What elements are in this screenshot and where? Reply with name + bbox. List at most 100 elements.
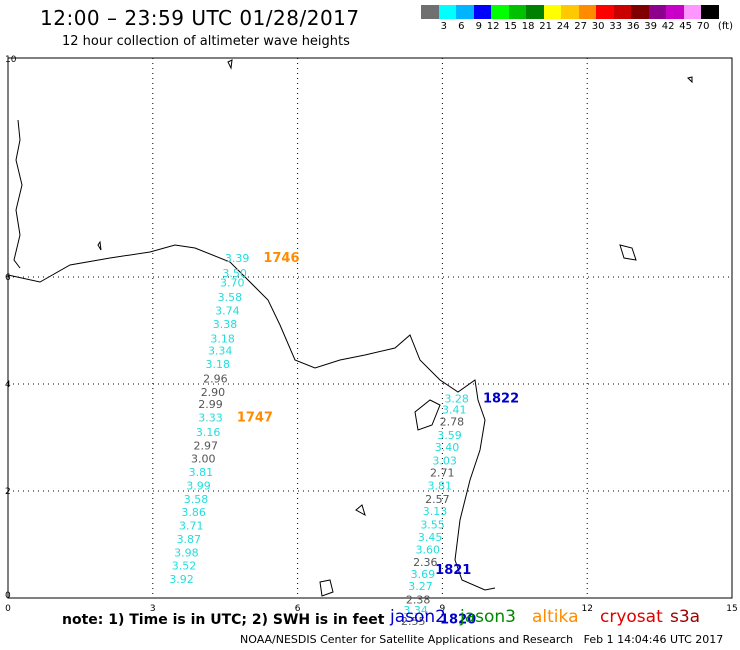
wave-height-value: 3.58 [218, 291, 243, 304]
island-6 [97, 240, 102, 251]
wave-height-value: 3.28 [444, 393, 469, 406]
island-5 [687, 76, 693, 84]
wave-height-value: 3.50 [222, 267, 247, 280]
wave-height-value: 3.27 [408, 580, 433, 593]
x-tick-label: 15 [726, 604, 737, 614]
scale-swatch [683, 5, 701, 19]
wave-height-value: 3.81 [189, 466, 214, 479]
pass-time-label: 1820 [440, 613, 476, 628]
scale-label: 6 [458, 21, 465, 32]
x-tick-label: 0 [5, 604, 11, 614]
wave-height-value: 3.98 [174, 546, 199, 559]
wave-height-value: 2.57 [425, 493, 450, 506]
scale-label: 42 [661, 21, 675, 32]
wave-height-value: 3.00 [191, 453, 216, 466]
wave-height-value: 3.41 [442, 403, 467, 416]
wave-height-value: 3.45 [418, 531, 443, 544]
scale-label: 33 [609, 21, 622, 32]
scale-swatch [613, 5, 631, 19]
y-tick-label: 10 [5, 55, 17, 65]
scale-swatch [543, 5, 561, 19]
island-1 [319, 579, 334, 597]
wave-height-value: 2.36 [413, 556, 438, 569]
map-grid [7, 57, 733, 599]
x-tick-label: 3 [150, 604, 156, 614]
island-2 [619, 244, 637, 261]
credit-text: NOAA/NESDIS Center for Satellite Applica… [240, 633, 574, 646]
y-tick-label: 6 [5, 273, 11, 283]
island-3 [355, 504, 366, 517]
wave-height-value: 3.86 [181, 506, 206, 519]
wave-height-value: 3.87 [177, 533, 202, 546]
scale-label: 18 [521, 21, 535, 32]
scale-label: 70 [696, 21, 710, 32]
satellite-legend-item: altika [532, 607, 579, 627]
wave-height-value: 2.96 [203, 372, 228, 385]
scale-swatch [631, 5, 649, 19]
scale-label: 45 [679, 21, 692, 32]
wave-height-value: 2.38 [406, 593, 431, 606]
satellite-legend-item: jason2 [390, 607, 446, 627]
wave-height-value: 2.55 [401, 615, 426, 628]
scale-label: 27 [574, 21, 587, 32]
y-tick-label: 4 [5, 380, 11, 390]
scale-label: 24 [556, 21, 570, 32]
axis-ticks: 0 3 6 9 12 15 10 6 4 2 0 [5, 55, 738, 614]
scale-label: 3 [440, 21, 447, 32]
x-tick-label: 12 [581, 604, 592, 614]
wave-height-value: 3.18 [206, 358, 231, 371]
scale-label: 39 [644, 21, 657, 32]
color-scale-bar [421, 5, 719, 19]
wave-height-value: 3.58 [184, 493, 209, 506]
scale-swatch [578, 5, 596, 19]
wave-height-value: 3.34 [403, 604, 428, 617]
coastline-gulf [7, 244, 496, 591]
map-title: 12:00 – 23:59 UTC 01/28/2017 [40, 6, 360, 30]
scale-swatch [491, 5, 509, 19]
pass-time-label: 1822 [483, 392, 519, 407]
wave-height-value: 3.18 [210, 332, 235, 345]
scale-swatch [508, 5, 526, 19]
wave-height-value: 3.40 [435, 441, 460, 454]
wave-height-value: 3.71 [179, 520, 204, 533]
wave-height-value: 3.55 [420, 518, 445, 531]
wave-height-value: 3.52 [172, 560, 197, 573]
scale-label: 21 [539, 21, 552, 32]
wave-height-value: 3.13 [423, 505, 448, 518]
coastline-florida-east [13, 119, 23, 269]
wave-height-value: 3.03 [432, 454, 457, 467]
wave-height-value: 2.90 [201, 386, 226, 399]
wave-height-value: 3.16 [196, 426, 221, 439]
wave-height-value: 3.34 [208, 345, 233, 358]
scale-label: (ft) [717, 21, 733, 32]
wave-height-value: 3.70 [220, 277, 245, 290]
wave-height-value: 3.59 [437, 429, 462, 442]
scale-swatch [561, 5, 579, 19]
satellite-legend-item: jason3 [460, 607, 516, 627]
footer-timestamp: Feb 1 14:04:46 UTC 2017 [583, 633, 724, 646]
pass-time-label: 1746 [263, 251, 299, 266]
scale-label: 9 [475, 21, 482, 32]
pass-time-label: 1821 [435, 563, 471, 578]
scale-label: 30 [591, 21, 605, 32]
pass-labels: 1746 1747 1822 1821 1820 [237, 251, 519, 628]
note-text: note: 1) Time is in UTC; 2) SWH is in fe… [62, 612, 385, 628]
scale-swatch [596, 5, 614, 19]
scale-swatch [666, 5, 684, 19]
wave-height-value: 2.99 [198, 398, 223, 411]
wave-height-value: 3.60 [415, 544, 440, 557]
scale-swatch [526, 5, 544, 19]
wave-height-value: 3.69 [411, 568, 436, 581]
scale-swatch [456, 5, 474, 19]
scale-label: 36 [626, 21, 640, 32]
scale-swatch [648, 5, 666, 19]
scale-swatch [421, 5, 439, 19]
x-tick-label: 9 [440, 604, 446, 614]
wave-height-value: 2.71 [430, 467, 455, 480]
wave-height-value: 3.38 [213, 318, 238, 331]
wave-height-value: 3.39 [225, 252, 250, 265]
y-tick-label: 0 [5, 591, 11, 601]
wave-height-value: 3.74 [215, 304, 240, 317]
wave-height-value: 3.33 [198, 411, 223, 424]
wave-height-value: 2.97 [193, 439, 218, 452]
